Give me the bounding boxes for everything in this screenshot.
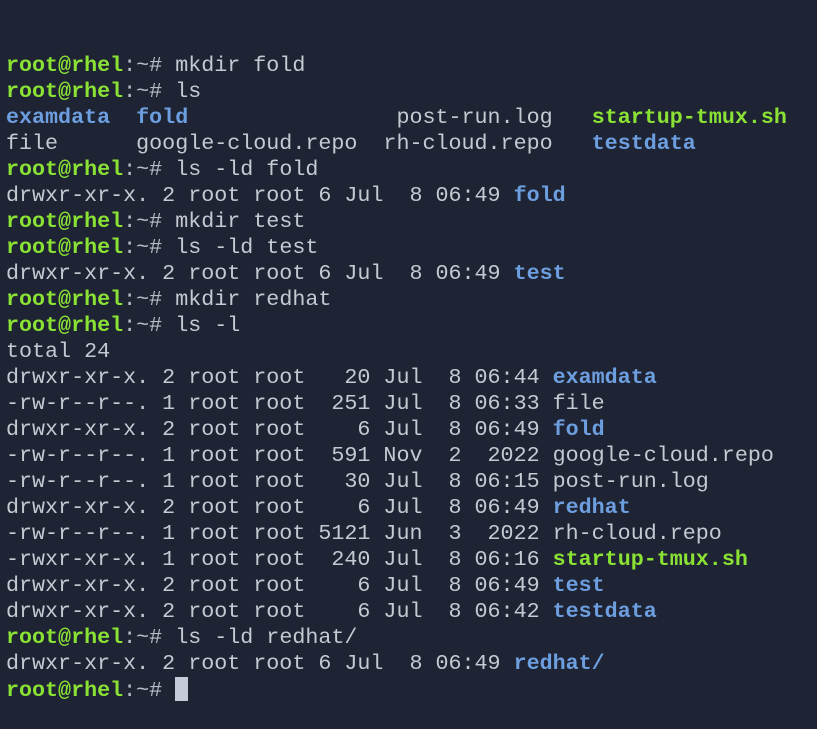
prompt-user: root@rhel: [6, 678, 124, 703]
output-text: :~#: [123, 53, 176, 78]
output-text: -rw-r--r--. 1 root root 591 Nov 2 2022 g…: [6, 443, 774, 468]
output-text: drwxr-xr-x. 2 root root 6 Jul 8 06:49: [6, 651, 514, 676]
output-text: drwxr-xr-x. 2 root root 6 Jul 8 06:49: [6, 495, 553, 520]
output-text: [110, 105, 136, 130]
terminal-line: root@rhel:~# ls -ld redhat/: [6, 625, 787, 651]
prompt-user: root@rhel: [6, 157, 124, 182]
output-text: drwxr-xr-x. 2 root root 6 Jul 8 06:49: [6, 417, 553, 442]
terminal-line: drwxr-xr-x. 2 root root 6 Jul 8 06:49 re…: [6, 495, 787, 521]
output-text: :~#: [123, 287, 176, 312]
output-text: -rw-r--r--. 1 root root 5121 Jun 3 2022 …: [6, 521, 722, 546]
terminal-line: drwxr-xr-x. 2 root root 6 Jul 8 06:49 te…: [6, 261, 787, 287]
command-text: ls -ld fold: [175, 157, 319, 182]
prompt-user: root@rhel: [6, 235, 124, 260]
terminal-line: file google-cloud.repo rh-cloud.repo tes…: [6, 131, 787, 157]
directory-name: fold: [552, 417, 605, 442]
terminal-line: root@rhel:~# ls: [6, 79, 787, 105]
terminal-line: -rw-r--r--. 1 root root 30 Jul 8 06:15 p…: [6, 469, 787, 495]
output-text: :~#: [123, 209, 176, 234]
output-text: -rw-r--r--. 1 root root 251 Jul 8 06:33 …: [6, 391, 605, 416]
executable-name: startup-tmux.sh: [552, 547, 748, 572]
output-text: total 24: [6, 339, 111, 364]
command-text: ls -ld redhat/: [175, 625, 358, 650]
directory-name: examdata: [552, 365, 657, 390]
directory-name: redhat/: [513, 651, 605, 676]
output-text: -rw-r--r--. 1 root root 30 Jul 8 06:15 p…: [6, 469, 709, 494]
output-text: [188, 105, 396, 130]
terminal-line: drwxr-xr-x. 2 root root 6 Jul 8 06:49 fo…: [6, 183, 787, 209]
terminal-line: root@rhel:~# mkdir redhat: [6, 287, 787, 313]
directory-name: examdata: [6, 105, 111, 130]
terminal-line: root@rhel:~# ls -ld fold: [6, 157, 787, 183]
terminal-line: root@rhel:~# ls -l: [6, 313, 787, 339]
terminal-line: root@rhel:~# mkdir test: [6, 209, 787, 235]
output-text: :~#: [123, 235, 176, 260]
terminal-line: root@rhel:~# ls -ld test: [6, 235, 787, 261]
output-text: post-run.log: [396, 105, 553, 130]
command-text: mkdir fold: [175, 53, 306, 78]
directory-name: test: [552, 573, 605, 598]
output-text: drwxr-xr-x. 2 root root 6 Jul 8 06:49: [6, 183, 514, 208]
active-prompt-line[interactable]: root@rhel:~#: [6, 677, 787, 703]
terminal-line: examdata fold post-run.log startup-tmux.…: [6, 105, 787, 131]
terminal-line: drwxr-xr-x. 2 root root 6 Jul 8 06:42 te…: [6, 599, 787, 625]
output-text: :~#: [123, 157, 176, 182]
output-text: [553, 105, 592, 130]
output-text: :~#: [123, 625, 176, 650]
command-text: ls: [175, 79, 202, 104]
command-text: mkdir test: [175, 209, 306, 234]
text-cursor[interactable]: [175, 677, 189, 701]
terminal-line: drwxr-xr-x. 2 root root 6 Jul 8 06:49 te…: [6, 573, 787, 599]
prompt-user: root@rhel: [6, 209, 124, 234]
directory-name: fold: [136, 105, 189, 130]
output-text: drwxr-xr-x. 2 root root 6 Jul 8 06:49: [6, 573, 553, 598]
directory-name: testdata: [591, 131, 696, 156]
terminal-line: -rw-r--r--. 1 root root 251 Jul 8 06:33 …: [6, 391, 787, 417]
terminal-line: drwxr-xr-x. 2 root root 6 Jul 8 06:49 re…: [6, 651, 787, 677]
prompt-user: root@rhel: [6, 79, 124, 104]
terminal-line: -rw-r--r--. 1 root root 591 Nov 2 2022 g…: [6, 443, 787, 469]
executable-name: startup-tmux.sh: [591, 105, 787, 130]
prompt-user: root@rhel: [6, 313, 124, 338]
output-text: :~#: [123, 79, 176, 104]
prompt-user: root@rhel: [6, 625, 124, 650]
directory-name: fold: [513, 183, 566, 208]
output-text: :~#: [123, 313, 176, 338]
prompt-user: root@rhel: [6, 287, 124, 312]
command-text: ls -ld test: [175, 235, 319, 260]
directory-name: testdata: [552, 599, 657, 624]
output-text: drwxr-xr-x. 2 root root 6 Jul 8 06:49: [6, 261, 514, 286]
terminal-line: total 24: [6, 339, 787, 365]
terminal-line: drwxr-xr-x. 2 root root 20 Jul 8 06:44 e…: [6, 365, 787, 391]
terminal-line: drwxr-xr-x. 2 root root 6 Jul 8 06:49 fo…: [6, 417, 787, 443]
output-text: drwxr-xr-x. 2 root root 6 Jul 8 06:42: [6, 599, 553, 624]
directory-name: redhat: [552, 495, 631, 520]
directory-name: test: [513, 261, 566, 286]
terminal-line: root@rhel:~# mkdir fold: [6, 53, 787, 79]
prompt-user: root@rhel: [6, 53, 124, 78]
terminal-line: -rw-r--r--. 1 root root 5121 Jun 3 2022 …: [6, 521, 787, 547]
output-text: file google-cloud.repo rh-cloud.repo: [6, 131, 592, 156]
output-text: -rwxr-xr-x. 1 root root 240 Jul 8 06:16: [6, 547, 553, 572]
command-text: ls -l: [175, 313, 241, 338]
prompt-path: :~#: [123, 678, 176, 703]
terminal-line: -rwxr-xr-x. 1 root root 240 Jul 8 06:16 …: [6, 547, 787, 573]
terminal-output[interactable]: root@rhel:~# mkdir fold root@rhel:~# ls ex…: [6, 1, 787, 729]
output-text: drwxr-xr-x. 2 root root 20 Jul 8 06:44: [6, 365, 553, 390]
command-text: mkdir redhat: [175, 287, 332, 312]
